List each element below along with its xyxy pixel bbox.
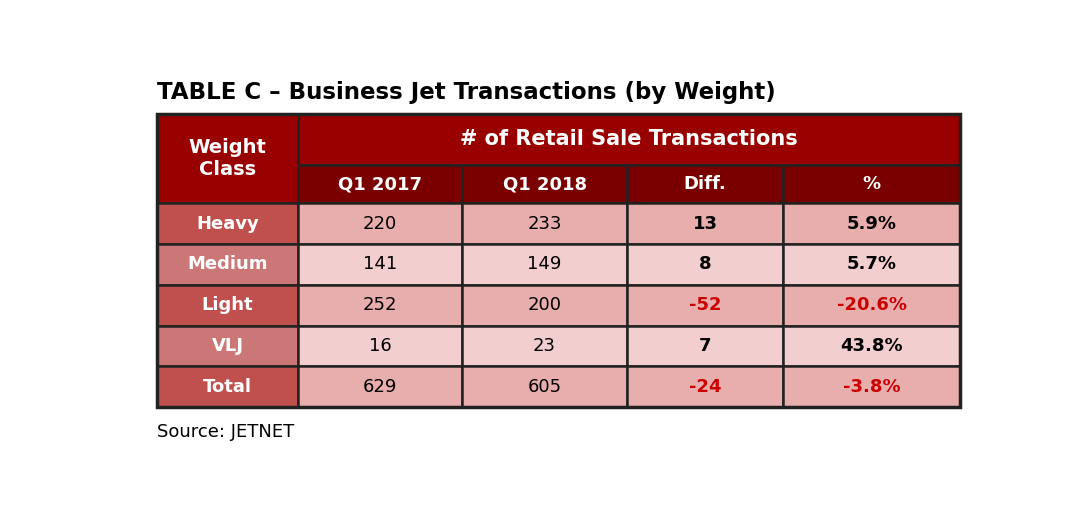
- FancyBboxPatch shape: [627, 165, 784, 203]
- FancyBboxPatch shape: [784, 285, 960, 326]
- FancyBboxPatch shape: [784, 366, 960, 407]
- FancyBboxPatch shape: [298, 203, 462, 244]
- Text: Heavy: Heavy: [196, 215, 259, 233]
- Text: -52: -52: [689, 296, 722, 314]
- Text: 605: 605: [528, 378, 561, 396]
- Text: 43.8%: 43.8%: [840, 337, 903, 355]
- FancyBboxPatch shape: [462, 326, 627, 366]
- Text: 141: 141: [363, 256, 397, 273]
- Text: TABLE C – Business Jet Transactions (by Weight): TABLE C – Business Jet Transactions (by …: [157, 81, 776, 104]
- Text: Weight
Class: Weight Class: [189, 138, 267, 179]
- Text: 16: 16: [368, 337, 391, 355]
- FancyBboxPatch shape: [627, 244, 784, 285]
- Text: -20.6%: -20.6%: [837, 296, 907, 314]
- Text: %: %: [862, 175, 881, 193]
- FancyBboxPatch shape: [157, 114, 298, 203]
- FancyBboxPatch shape: [462, 366, 627, 407]
- FancyBboxPatch shape: [462, 203, 627, 244]
- FancyBboxPatch shape: [627, 366, 784, 407]
- Text: 252: 252: [363, 296, 398, 314]
- Text: Light: Light: [202, 296, 253, 314]
- Text: 220: 220: [363, 215, 397, 233]
- Text: 5.7%: 5.7%: [847, 256, 897, 273]
- FancyBboxPatch shape: [157, 366, 298, 407]
- Text: 23: 23: [533, 337, 556, 355]
- Text: VLJ: VLJ: [211, 337, 243, 355]
- Text: 629: 629: [363, 378, 397, 396]
- Text: 5.9%: 5.9%: [847, 215, 897, 233]
- Text: 8: 8: [699, 256, 712, 273]
- Text: 200: 200: [528, 296, 561, 314]
- FancyBboxPatch shape: [157, 203, 298, 244]
- Text: Medium: Medium: [187, 256, 268, 273]
- FancyBboxPatch shape: [784, 203, 960, 244]
- FancyBboxPatch shape: [298, 285, 462, 326]
- FancyBboxPatch shape: [157, 285, 298, 326]
- FancyBboxPatch shape: [157, 244, 298, 285]
- FancyBboxPatch shape: [462, 285, 627, 326]
- Text: 149: 149: [528, 256, 561, 273]
- Text: # of Retail Sale Transactions: # of Retail Sale Transactions: [460, 130, 798, 149]
- FancyBboxPatch shape: [784, 326, 960, 366]
- Text: Q1 2018: Q1 2018: [502, 175, 586, 193]
- FancyBboxPatch shape: [462, 165, 627, 203]
- Text: -24: -24: [689, 378, 722, 396]
- FancyBboxPatch shape: [157, 326, 298, 366]
- FancyBboxPatch shape: [298, 366, 462, 407]
- FancyBboxPatch shape: [298, 244, 462, 285]
- FancyBboxPatch shape: [462, 244, 627, 285]
- FancyBboxPatch shape: [627, 285, 784, 326]
- Text: -3.8%: -3.8%: [843, 378, 900, 396]
- FancyBboxPatch shape: [298, 326, 462, 366]
- Text: Total: Total: [203, 378, 252, 396]
- FancyBboxPatch shape: [784, 244, 960, 285]
- Text: 13: 13: [692, 215, 717, 233]
- Text: 7: 7: [699, 337, 712, 355]
- Text: Q1 2017: Q1 2017: [338, 175, 422, 193]
- FancyBboxPatch shape: [784, 165, 960, 203]
- FancyBboxPatch shape: [298, 165, 462, 203]
- Text: Source: JETNET: Source: JETNET: [157, 423, 294, 441]
- Text: Diff.: Diff.: [683, 175, 726, 193]
- FancyBboxPatch shape: [627, 326, 784, 366]
- Text: 233: 233: [528, 215, 561, 233]
- FancyBboxPatch shape: [298, 114, 960, 165]
- FancyBboxPatch shape: [627, 203, 784, 244]
